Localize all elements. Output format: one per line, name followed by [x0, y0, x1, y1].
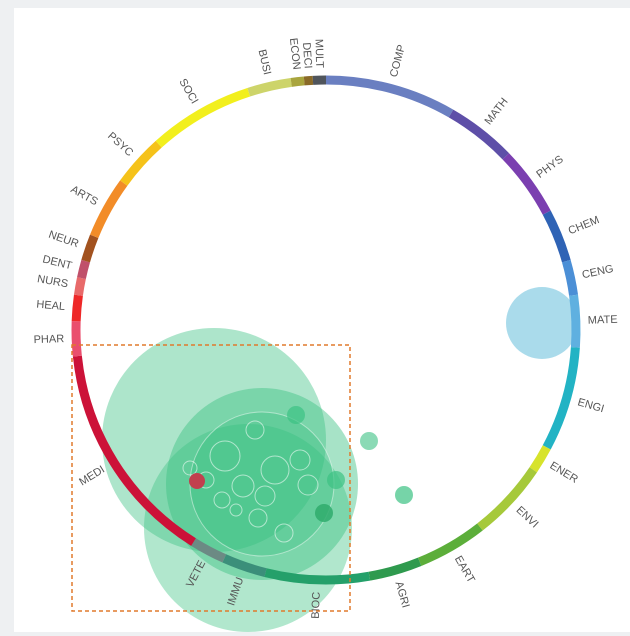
ring-segment-engi[interactable] — [542, 347, 580, 450]
category-label-soci: SOCI — [176, 77, 200, 106]
bubble-small[interactable] — [229, 503, 243, 517]
category-label-comp: COMP — [388, 43, 408, 78]
bubble-small[interactable] — [213, 491, 231, 509]
category-label-bioc: BIOC — [310, 592, 323, 619]
bubble-inner[interactable] — [189, 411, 335, 557]
ring-segment-mate[interactable] — [569, 294, 581, 348]
ring-segment-econ[interactable] — [290, 76, 305, 87]
bubble-small[interactable] — [231, 474, 255, 498]
ring-segment-immu[interactable] — [222, 554, 267, 577]
ring-segment-arts[interactable] — [90, 180, 128, 239]
bubble-small[interactable] — [297, 474, 319, 496]
diagram-panel: COMP MATH PHYS CHEM CENG MATE ENGI ENER ENVI EART… — [14, 8, 630, 632]
bubble-large[interactable] — [102, 328, 326, 552]
ring-segment-deci[interactable] — [303, 75, 314, 86]
bubble-small[interactable] — [248, 508, 268, 528]
bubble-small[interactable] — [209, 440, 241, 472]
category-label-nurs: NURS — [36, 273, 69, 290]
chord-diagram: COMP MATH PHYS CHEM CENG MATE ENGI ENER ENVI EART… — [33, 37, 618, 632]
ring-segment-phys[interactable] — [502, 153, 551, 215]
ring-segment-math[interactable] — [448, 109, 510, 160]
ring-segment-phar[interactable] — [71, 321, 82, 357]
bubble-solid[interactable] — [287, 406, 305, 424]
ring-segment-neur[interactable] — [81, 234, 99, 263]
bubble-small[interactable] — [274, 523, 294, 543]
category-label-math: MATH — [483, 96, 511, 127]
ring-segment-envi[interactable] — [477, 467, 537, 531]
ring-segment-heal[interactable] — [71, 294, 83, 322]
ring-segment-soci[interactable] — [155, 87, 251, 148]
ring-segment-nurs[interactable] — [73, 277, 86, 296]
ring-segment-comp[interactable] — [325, 75, 454, 118]
category-label-busi: BUSI — [256, 48, 273, 76]
ring-segment-ceng[interactable] — [561, 259, 579, 296]
category-label-deci: DECI — [300, 42, 314, 69]
bubble-outlier[interactable] — [360, 432, 378, 450]
category-ring — [71, 75, 581, 585]
category-label-heal: HEAL — [36, 299, 66, 313]
bubble-small[interactable] — [260, 455, 290, 485]
ring-segment-dent[interactable] — [77, 259, 91, 279]
category-label-chem: CHEM — [567, 214, 602, 237]
bubble-red[interactable] — [189, 473, 205, 489]
ring-segment-medi[interactable] — [72, 355, 196, 546]
ring-segment-bioc[interactable] — [264, 568, 371, 585]
ring-segment-psyc[interactable] — [120, 140, 162, 186]
bubble-small[interactable] — [245, 420, 265, 440]
bubble-solid[interactable] — [315, 504, 333, 522]
category-label-engi: ENGI — [576, 396, 605, 415]
ring-segment-ener[interactable] — [529, 445, 551, 473]
bubble-medium[interactable] — [166, 388, 358, 580]
category-label-medi: MEDI — [77, 464, 107, 489]
ring-segment-eart[interactable] — [417, 523, 483, 566]
category-label-ener: ENER — [548, 460, 580, 486]
category-label-ceng: CENG — [581, 263, 615, 281]
category-label-psyc: PSYC — [105, 130, 135, 159]
bubble-blue[interactable] — [506, 287, 578, 359]
ring-segment-agri[interactable] — [368, 557, 422, 581]
category-label-econ: ECON — [287, 37, 303, 70]
category-label-arts: ARTS — [68, 184, 99, 209]
category-label-mult: MULT — [312, 39, 325, 69]
category-label-mate: MATE — [588, 314, 618, 327]
category-label-phar: PHAR — [33, 333, 64, 346]
bubble-solid[interactable] — [327, 471, 345, 489]
ring-segment-busi[interactable] — [247, 77, 292, 97]
bubble-small[interactable] — [254, 485, 276, 507]
category-label-agri: AGRI — [393, 580, 412, 609]
category-label-eart: EART — [452, 554, 477, 585]
category-label-envi: ENVI — [514, 504, 541, 530]
bubble-small[interactable] — [182, 460, 198, 476]
category-label-dent: DENT — [41, 253, 73, 272]
selection-box[interactable] — [71, 344, 351, 612]
ring-segment-vete[interactable] — [191, 538, 227, 563]
bubble-small[interactable] — [289, 449, 311, 471]
category-label-neur: NEUR — [47, 229, 80, 251]
bubble-outlier[interactable] — [395, 486, 413, 504]
ring-segment-chem[interactable] — [542, 210, 571, 263]
category-label-phys: PHYS — [534, 153, 565, 180]
